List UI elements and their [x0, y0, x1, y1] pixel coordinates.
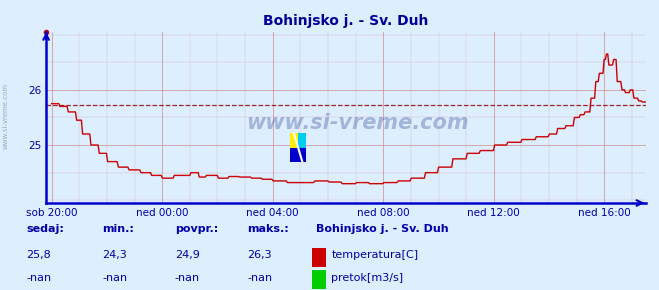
Bar [290, 148, 306, 162]
Text: 24,3: 24,3 [102, 250, 127, 260]
Text: Bohinjsko j. - Sv. Duh: Bohinjsko j. - Sv. Duh [316, 224, 449, 234]
Text: pretok[m3/s]: pretok[m3/s] [331, 273, 403, 283]
Bar [298, 133, 306, 148]
Text: -nan: -nan [247, 273, 272, 283]
Text: min.:: min.: [102, 224, 134, 234]
Text: sedaj:: sedaj: [26, 224, 64, 234]
Text: -nan: -nan [26, 273, 51, 283]
Text: maks.:: maks.: [247, 224, 289, 234]
Text: www.si-vreme.com: www.si-vreme.com [246, 113, 469, 133]
Text: povpr.:: povpr.: [175, 224, 218, 234]
Text: -nan: -nan [102, 273, 127, 283]
Text: 24,9: 24,9 [175, 250, 200, 260]
Text: 26,3: 26,3 [247, 250, 272, 260]
Title: Bohinjsko j. - Sv. Duh: Bohinjsko j. - Sv. Duh [264, 14, 428, 28]
Text: 25,8: 25,8 [26, 250, 51, 260]
Text: -nan: -nan [175, 273, 200, 283]
Bar [290, 133, 298, 148]
Text: www.si-vreme.com: www.si-vreme.com [2, 83, 9, 149]
Text: temperatura[C]: temperatura[C] [331, 250, 418, 260]
